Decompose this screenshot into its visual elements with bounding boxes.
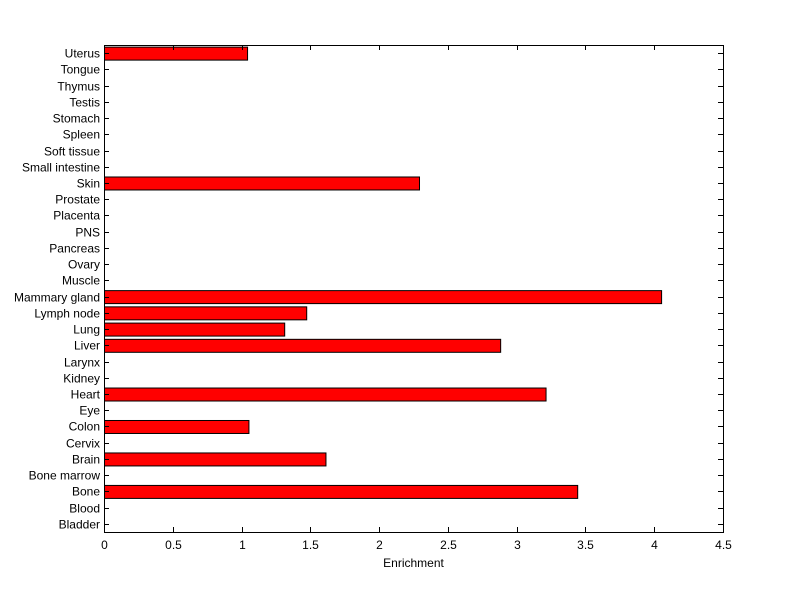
y-tick-label: Placenta (53, 209, 100, 223)
y-tick-label: Tongue (61, 63, 101, 77)
x-tick-label: 0 (101, 538, 108, 552)
y-tick-label: Blood (69, 502, 100, 516)
y-tick-label: Ovary (68, 258, 100, 272)
y-tick-label: Heart (71, 388, 101, 402)
x-tick-label: 3 (514, 538, 521, 552)
ticks-group (104, 45, 724, 532)
y-tick-label: Prostate (55, 193, 100, 207)
y-tick-label: Larynx (64, 356, 100, 370)
x-tick-label: 2.5 (440, 538, 457, 552)
bar (104, 452, 327, 467)
x-tick-label: 4.5 (715, 538, 732, 552)
bars-group (104, 46, 663, 499)
x-tick-label: 3.5 (577, 538, 594, 552)
y-tick-label: Lymph node (34, 307, 100, 321)
x-tick-label: 2 (376, 538, 383, 552)
y-tick-label: Mammary gland (14, 291, 100, 305)
bar (104, 176, 421, 191)
y-tick-label: Testis (69, 96, 100, 110)
x-axis-title: Enrichment (383, 556, 444, 570)
y-tick-label: Small intestine (22, 161, 100, 175)
bar (104, 484, 579, 499)
y-tick-label: Colon (69, 420, 100, 434)
bar (104, 290, 663, 305)
y-tick-label: Kidney (63, 372, 100, 386)
x-tick-label: 0.5 (165, 538, 182, 552)
x-tick-label: 4 (651, 538, 658, 552)
y-tick-label: Uterus (65, 47, 100, 61)
bar (104, 46, 249, 61)
y-tick-label: Soft tissue (44, 145, 100, 159)
plot-frame (104, 45, 724, 533)
y-tick-label: Pancreas (49, 242, 100, 256)
y-tick-label: Lung (73, 323, 100, 337)
y-tick-label: Bone (72, 485, 100, 499)
y-tick-label: Cervix (66, 437, 100, 451)
y-tick-label: Skin (77, 177, 100, 191)
y-tick-label: Stomach (53, 112, 100, 126)
bar (104, 419, 250, 434)
bar (104, 338, 502, 353)
y-tick-label: Liver (74, 339, 100, 353)
y-tick-labels: Bladder Blood Bone Bone marrow Brain Cervix Co… (14, 47, 101, 532)
x-tick-label: 1.5 (302, 538, 319, 552)
y-tick-label: Muscle (62, 274, 100, 288)
y-tick-label: Eye (79, 404, 100, 418)
y-tick-label: Spleen (63, 128, 100, 142)
bar (104, 387, 547, 402)
x-tick-label: 1 (239, 538, 246, 552)
y-tick-label: PNS (75, 226, 100, 240)
x-tick-labels: 0 0.5 1 1.5 2 2.5 3 3.5 4 4.5 (101, 538, 732, 552)
bar (104, 306, 308, 321)
y-tick-label: Thymus (57, 80, 100, 94)
y-tick-label: Bladder (59, 518, 100, 532)
bar (104, 322, 286, 337)
y-tick-label: Brain (72, 453, 100, 467)
y-tick-label: Bone marrow (29, 469, 101, 483)
